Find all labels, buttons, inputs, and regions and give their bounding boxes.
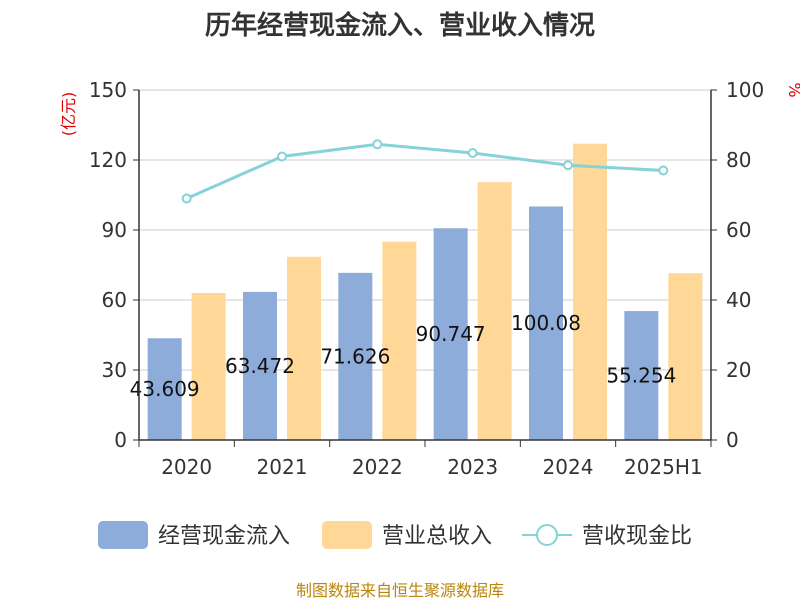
bar-revenue-2024 — [573, 143, 607, 440]
ratio-point-2023 — [467, 148, 478, 158]
bar-revenue-2020 — [191, 293, 226, 440]
bar-cash-2025H1 — [624, 311, 659, 440]
legend-swatch-cash — [98, 521, 148, 549]
right-tick-label: 60 — [726, 218, 751, 242]
right-axis-unit: % — [785, 82, 800, 97]
right-tick-label: 100 — [726, 78, 764, 102]
axes — [138, 90, 712, 447]
category-label-2025H1: 2025H1 — [624, 455, 703, 479]
right-tick-label: 0 — [726, 428, 739, 452]
category-label-2020: 2020 — [161, 455, 212, 479]
right-tick-label: 40 — [726, 288, 751, 312]
category-label-2021: 2021 — [257, 455, 308, 479]
left-tick-label: 60 — [102, 288, 127, 312]
left-tick-label: 120 — [89, 148, 127, 172]
bars — [147, 143, 703, 440]
category-labels: 2020 2021 2022 2023 2024 2025H1 — [161, 455, 702, 479]
bar-cash-2024 — [529, 206, 563, 440]
left-axis-ticks: 0 30 60 90 120 150 — [89, 78, 139, 452]
legend: 经营现金流入 营业总收入 营收现金比 — [98, 521, 692, 549]
right-axis-ticks: 0 20 40 60 80 100 — [711, 78, 764, 452]
ratio-line — [186, 142, 664, 200]
ratio-point-2022 — [372, 139, 383, 150]
source-note: 制图数据来自恒生聚源数据库 — [296, 581, 504, 600]
bar-cash-2022 — [338, 272, 373, 440]
gridlines — [139, 89, 711, 371]
data-label-cash-2024: 100.08 — [511, 311, 581, 335]
left-axis-unit: (亿元) — [59, 92, 78, 137]
bar-cash-2020 — [147, 338, 182, 440]
left-tick-label: 150 — [89, 78, 127, 102]
legend-label-revenue: 营业总收入 — [382, 524, 492, 549]
right-tick-label: 80 — [726, 148, 751, 172]
chart-title: 历年经营现金流入、营业收入情况 — [205, 10, 595, 41]
ratio-line-layer — [181, 139, 669, 204]
legend-label-ratio: 营收现金比 — [582, 524, 692, 549]
legend-label-cash: 经营现金流入 — [158, 524, 290, 549]
bar-cash-2023 — [433, 228, 468, 440]
bar-revenue-2023 — [477, 182, 512, 440]
left-tick-label: 90 — [102, 218, 127, 242]
legend-item-ratio[interactable]: 营收现金比 — [522, 524, 692, 549]
category-label-2023: 2023 — [447, 455, 498, 479]
data-label-cash-2023: 90.747 — [416, 322, 486, 346]
ratio-point-2020 — [181, 193, 192, 204]
left-tick-label: 0 — [114, 428, 127, 452]
data-label-cash-2020: 43.609 — [130, 377, 200, 401]
legend-item-revenue[interactable]: 营业总收入 — [322, 521, 492, 549]
bar-revenue-2022 — [382, 241, 417, 440]
right-tick-label: 20 — [726, 358, 751, 382]
category-label-2022: 2022 — [352, 455, 403, 479]
bar-revenue-2025H1 — [668, 273, 703, 440]
data-label-cash-2021: 63.472 — [225, 354, 295, 378]
ratio-point-2021 — [277, 151, 287, 162]
legend-swatch-ratio-marker — [536, 524, 558, 546]
bar-cash-2021 — [243, 291, 277, 440]
bar-revenue-2021 — [287, 256, 321, 440]
ratio-point-2025H1 — [658, 165, 669, 176]
left-tick-label: 30 — [102, 358, 127, 382]
bar-data-labels: 43.609 63.472 71.626 90.747 100.08 55.254 — [130, 311, 677, 401]
data-label-cash-2022: 71.626 — [320, 344, 390, 368]
ratio-point-2024 — [563, 160, 573, 171]
legend-item-cash[interactable]: 经营现金流入 — [98, 521, 290, 549]
legend-swatch-revenue — [322, 521, 372, 549]
category-label-2024: 2024 — [543, 455, 594, 479]
data-label-cash-2025H1: 55.254 — [606, 364, 676, 388]
